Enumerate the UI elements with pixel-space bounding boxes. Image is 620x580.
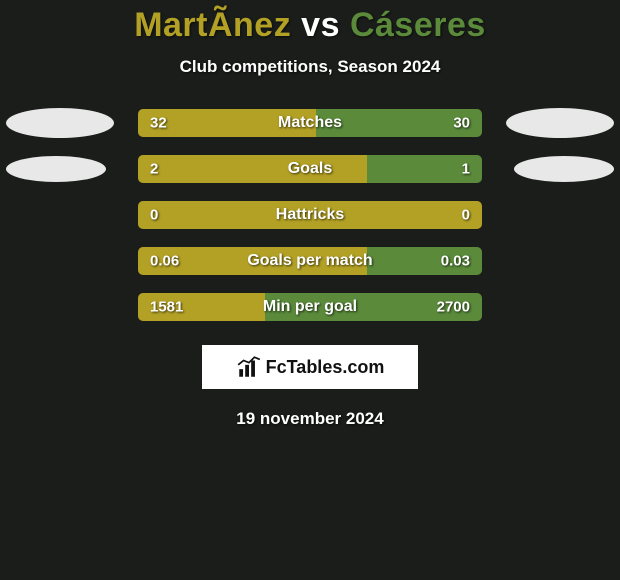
logo-text: FcTables.com (266, 357, 385, 378)
stat-right-value: 30 (453, 115, 470, 132)
stat-bar: 0 Hattricks 0 (138, 201, 482, 229)
player2-name: Cáseres (350, 6, 486, 44)
stat-label: Hattricks (276, 206, 344, 224)
stat-row: 0 Hattricks 0 (0, 201, 620, 229)
stat-right-value: 0 (462, 207, 470, 224)
stat-bar: 0.06 Goals per match 0.03 (138, 247, 482, 275)
stat-right-value: 1 (462, 161, 470, 178)
stat-row: 0.06 Goals per match 0.03 (0, 247, 620, 275)
player1-avatar-placeholder (6, 156, 106, 182)
stat-bar-left-fill (138, 155, 367, 183)
stat-label: Goals (288, 160, 332, 178)
player2-avatar-placeholder (514, 156, 614, 182)
stat-label: Min per goal (263, 298, 357, 316)
player1-avatar-placeholder (6, 108, 114, 138)
date-text: 19 november 2024 (236, 409, 383, 429)
logo-box: FcTables.com (202, 345, 418, 389)
stat-bar: 32 Matches 30 (138, 109, 482, 137)
stat-left-value: 2 (150, 161, 158, 178)
player2-avatar-placeholder (506, 108, 614, 138)
stat-left-value: 0.06 (150, 253, 179, 270)
stat-label: Goals per match (247, 252, 372, 270)
stat-row: 32 Matches 30 (0, 109, 620, 137)
stat-label: Matches (278, 114, 342, 132)
stat-bar: 1581 Min per goal 2700 (138, 293, 482, 321)
title: MartÃnez vs Cáseres (134, 6, 486, 45)
vs-text: vs (301, 6, 340, 44)
player1-name: MartÃnez (134, 6, 291, 44)
stat-row: 1581 Min per goal 2700 (0, 293, 620, 321)
stat-right-value: 0.03 (441, 253, 470, 270)
stat-left-value: 32 (150, 115, 167, 132)
subtitle: Club competitions, Season 2024 (180, 57, 441, 77)
stat-bar: 2 Goals 1 (138, 155, 482, 183)
stat-left-value: 1581 (150, 299, 183, 316)
stat-row: 2 Goals 1 (0, 155, 620, 183)
stat-right-value: 2700 (437, 299, 470, 316)
chart-icon (236, 354, 262, 380)
stat-left-value: 0 (150, 207, 158, 224)
comparison-card: MartÃnez vs Cáseres Club competitions, S… (0, 0, 620, 429)
stat-rows: 32 Matches 30 2 Goals 1 0 Hattricks 0 0.06 Goals p… (0, 109, 620, 321)
